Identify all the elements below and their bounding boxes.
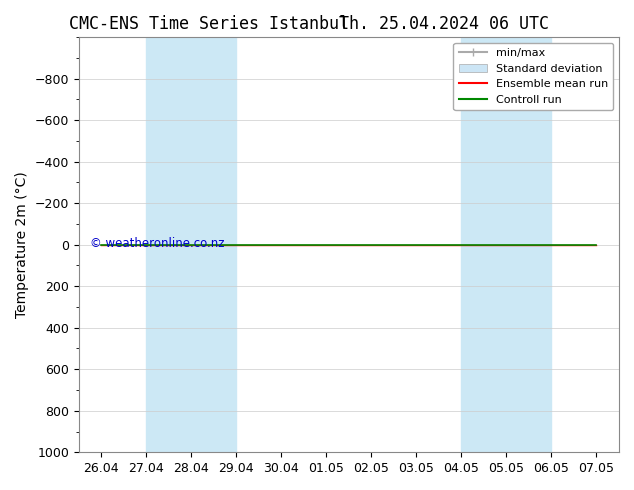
Legend: min/max, Standard deviation, Ensemble mean run, Controll run: min/max, Standard deviation, Ensemble me… xyxy=(453,43,614,110)
Text: © weatheronline.co.nz: © weatheronline.co.nz xyxy=(89,237,224,250)
Text: Th. 25.04.2024 06 UTC: Th. 25.04.2024 06 UTC xyxy=(339,15,549,33)
Y-axis label: Temperature 2m (°C): Temperature 2m (°C) xyxy=(15,172,29,318)
Bar xyxy=(462,37,552,452)
Text: CMC-ENS Time Series Istanbul: CMC-ENS Time Series Istanbul xyxy=(69,15,349,33)
Bar xyxy=(146,37,236,452)
